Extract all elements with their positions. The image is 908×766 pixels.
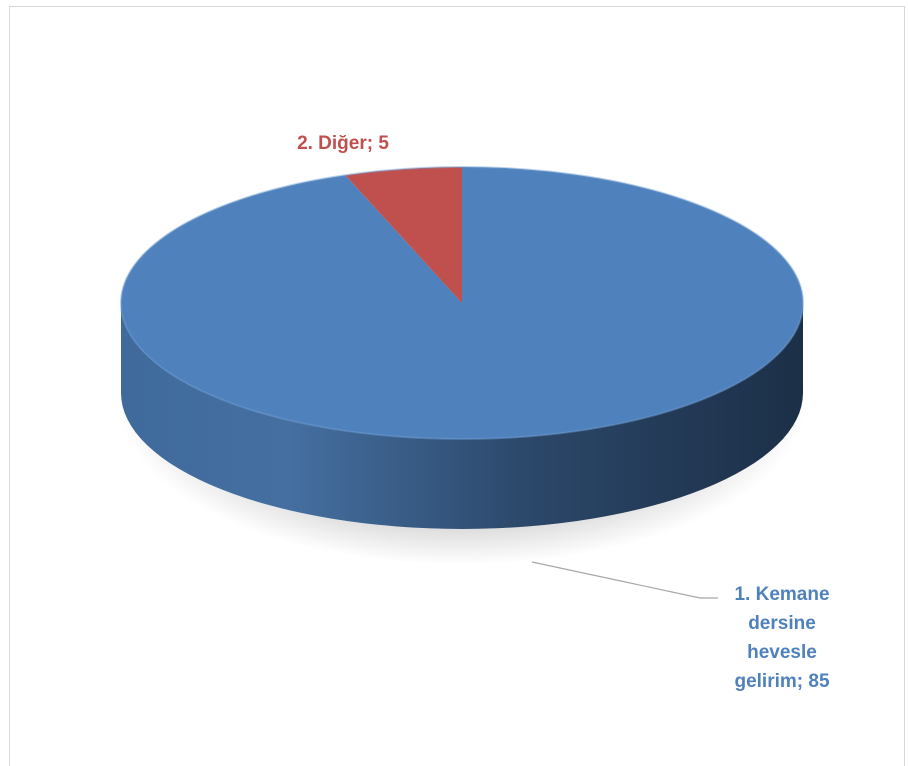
pie-side-wall xyxy=(121,303,803,529)
pie-rim-highlight xyxy=(120,166,804,440)
slice-label-line: hevesle xyxy=(747,642,817,663)
pie-slice-2 xyxy=(345,167,462,303)
leader-line xyxy=(531,561,718,599)
slice-label-line: 2. Diğer; 5 xyxy=(297,133,389,154)
slice-label-diger: 2. Diğer; 5 xyxy=(297,133,389,154)
slice-label-line: dersine xyxy=(748,613,816,634)
slice-label-line: 1. Kemane xyxy=(734,584,829,605)
slice-label-line: gelirim; 85 xyxy=(734,671,829,692)
pie-slice-1 xyxy=(120,167,803,439)
slice-label-kemane: 1. Kemane dersine hevesle gelirim; 85 xyxy=(734,584,829,692)
